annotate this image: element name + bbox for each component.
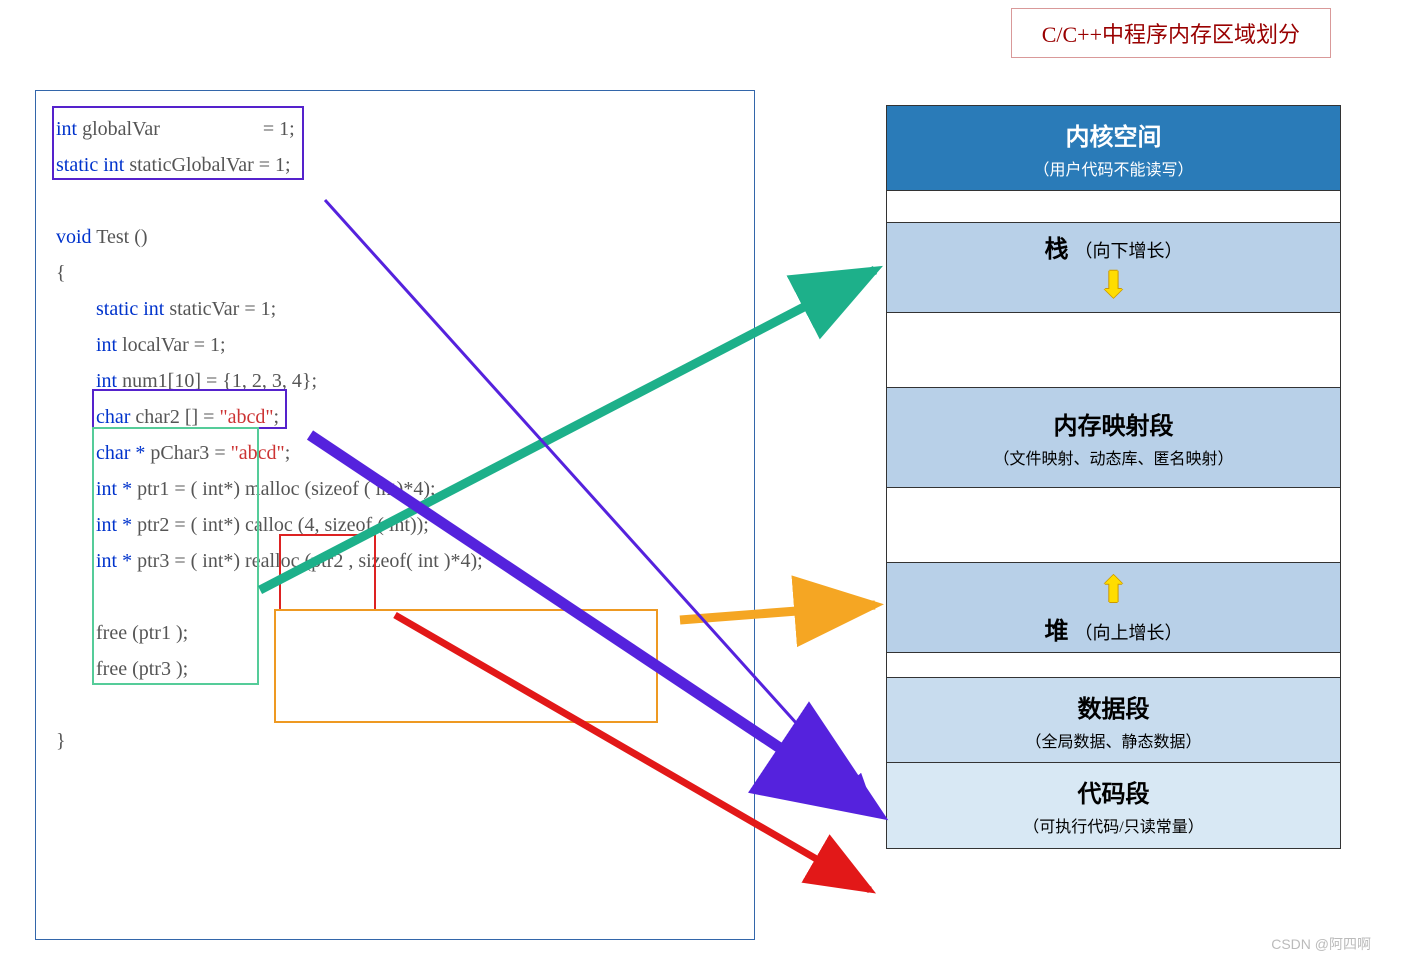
t: int [96, 370, 122, 392]
header-title: C/C++中程序内存区域划分 [1011, 8, 1331, 58]
t: staticVar [169, 298, 239, 320]
t: 数据段 [1078, 689, 1150, 724]
t: = 1; [160, 118, 295, 140]
t: globalVar [82, 118, 160, 140]
mem-code: 代码段 （可执行代码/只读常量） [887, 763, 1340, 848]
t: 内存映射段 [1054, 406, 1174, 441]
t: ; [285, 442, 291, 464]
code-line-3: void Test () [56, 219, 734, 255]
t: 堆 [1045, 619, 1075, 645]
mem-gap3 [887, 488, 1340, 563]
t: Test () [96, 226, 147, 248]
t: { [56, 262, 66, 284]
t: } [56, 730, 66, 752]
t: （向下增长） [1075, 241, 1183, 261]
mem-heap: ⬆ 堆 （向上增长） [887, 563, 1340, 653]
t: localVar [122, 334, 189, 356]
t: = ( int*) malloc (sizeof ( int)*4); [169, 478, 435, 500]
t: static int [56, 154, 129, 176]
t: int * [96, 550, 137, 572]
code-line-13: free (ptr1 ); [56, 615, 734, 651]
t: num1[10] [122, 370, 201, 392]
t: = 1; [189, 334, 226, 356]
t: "abcd" [219, 406, 273, 428]
t: ptr3 [137, 550, 169, 572]
mem-kernel: 内核空间 （用户代码不能读写） [887, 106, 1340, 191]
t: （用户代码不能读写） [1033, 156, 1193, 180]
code-line-15: } [56, 723, 734, 759]
t: pChar3 [150, 442, 209, 464]
t: = {1, 2, 3, 4}; [201, 370, 317, 392]
code-line-5: static int staticVar = 1; [56, 291, 734, 327]
t: int * [96, 478, 137, 500]
code-line-4: { [56, 255, 734, 291]
code-line-12: int * ptr3 = ( int*) realloc (ptr2 , siz… [56, 543, 734, 579]
mem-gap4 [887, 653, 1340, 678]
code-line-10: int * ptr1 = ( int*) malloc (sizeof ( in… [56, 471, 734, 507]
t: = 1; [254, 154, 291, 176]
t: char2 [] [135, 406, 198, 428]
t: = [198, 406, 219, 428]
code-line-2: static int staticGlobalVar = 1; [56, 147, 734, 183]
t: "abcd" [231, 442, 285, 464]
mem-data: 数据段 （全局数据、静态数据） [887, 678, 1340, 763]
arrow-down-icon: ⬇ [1098, 264, 1128, 306]
code-line-9: char * pChar3 = "abcd"; [56, 435, 734, 471]
memory-layout: 内核空间 （用户代码不能读写） 栈 （向下增长） ⬇ 内存映射段 （文件映射、动… [886, 105, 1341, 849]
t: char * [96, 442, 150, 464]
t: 栈 [1045, 237, 1075, 263]
mem-mmap: 内存映射段 （文件映射、动态库、匿名映射） [887, 388, 1340, 488]
t: int * [96, 514, 137, 536]
t: （全局数据、静态数据） [1025, 728, 1201, 752]
t: staticGlobalVar [129, 154, 253, 176]
t: ptr2 [137, 514, 169, 536]
t: int [96, 334, 122, 356]
code-line-6: int localVar = 1; [56, 327, 734, 363]
blank [56, 579, 734, 615]
t: free (ptr1 ); [96, 622, 188, 644]
blank [56, 183, 734, 219]
t: 代码段 [1078, 774, 1150, 809]
mem-gap2 [887, 313, 1340, 388]
t: （可执行代码/只读常量） [1023, 813, 1203, 837]
code-block: int globalVar = 1; static int staticGlob… [35, 90, 755, 940]
t: ; [274, 406, 280, 428]
t: int [56, 118, 82, 140]
t: free (ptr3 ); [96, 658, 188, 680]
t: = 1; [239, 298, 276, 320]
t: ptr1 [137, 478, 169, 500]
blank [56, 687, 734, 723]
watermark: CSDN @阿四啊 [1271, 934, 1371, 954]
t: static int [96, 298, 169, 320]
t: = ( int*) realloc (ptr2 , sizeof( int )*… [169, 550, 482, 572]
t: （向上增长） [1075, 623, 1183, 643]
t: 内核空间 [1066, 117, 1162, 152]
t: （文件映射、动态库、匿名映射） [993, 445, 1233, 469]
code-line-14: free (ptr3 ); [56, 651, 734, 687]
t: char [96, 406, 135, 428]
arrow-up-icon: ⬆ [1098, 569, 1128, 611]
code-line-1: int globalVar = 1; [56, 111, 734, 147]
mem-stack: 栈 （向下增长） ⬇ [887, 223, 1340, 313]
code-line-7: int num1[10] = {1, 2, 3, 4}; [56, 363, 734, 399]
mem-gap1 [887, 191, 1340, 223]
code-line-11: int * ptr2 = ( int*) calloc (4, sizeof (… [56, 507, 734, 543]
code-line-8: char char2 [] = "abcd"; [56, 399, 734, 435]
t: = ( int*) calloc (4, sizeof ( int)); [169, 514, 429, 536]
t: void [56, 226, 96, 248]
t: = [209, 442, 230, 464]
